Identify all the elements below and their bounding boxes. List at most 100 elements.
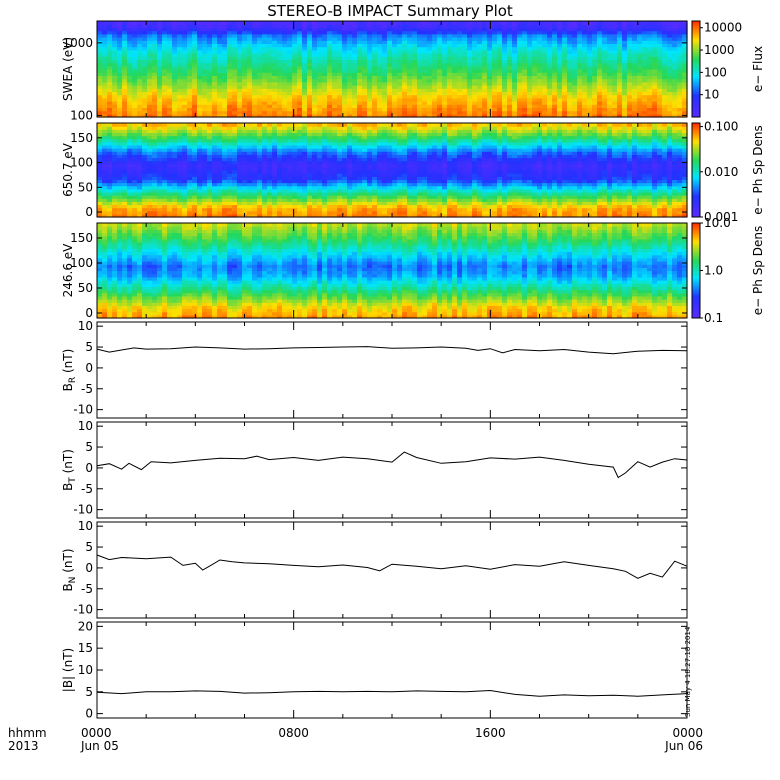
heatmap-cell [677,30,683,35]
heatmap-cell [672,113,678,118]
heatmap-cell [362,113,368,118]
heatmap-cell [277,24,283,28]
heatmap-cell [132,69,138,73]
heatmap-cell [112,40,118,44]
heatmap-cell [652,91,658,96]
heatmap-cell [457,201,463,206]
heatmap-cell [292,43,298,48]
heatmap-cell [612,210,618,215]
heatmap-cell [347,201,353,206]
heatmap-cell [627,210,633,215]
heatmap-cell [462,191,468,196]
heatmap-cell [357,191,363,196]
heatmap-cell [302,182,308,187]
heatmap-cell [252,113,258,118]
heatmap-cell [397,46,403,51]
heatmap-cell [167,69,173,73]
heatmap-cell [127,85,133,89]
heatmap-cell [302,56,308,60]
heatmap-cell [622,210,628,215]
heatmap-cell [427,69,433,73]
heatmap-cell [597,40,603,44]
heatmap-cell [622,78,628,83]
y-axis-label: SWEA (eV) [61,37,75,101]
heatmap-cell [107,104,113,108]
heatmap-cell [682,72,688,76]
heatmap-cell [547,113,553,118]
heatmap-cell [467,46,473,51]
heatmap-cell [562,81,568,86]
heatmap-cell [222,56,228,60]
heatmap-cell [592,201,598,206]
heatmap-cell [152,62,158,67]
heatmap-cell [617,46,623,51]
heatmap-cell [162,43,168,48]
heatmap-cell [592,62,598,67]
heatmap-cell [452,72,458,76]
heatmap-cell [257,195,263,199]
heatmap-cell [622,62,628,67]
heatmap-cell [367,113,373,118]
heatmap-cell [242,56,248,60]
heatmap-cell [607,195,613,199]
heatmap-cell [372,88,378,92]
heatmap-cell [372,97,378,102]
heatmap-cell [532,33,538,38]
heatmap-cell [382,85,388,89]
heatmap-cell [307,198,313,202]
heatmap-cell [237,62,243,67]
heatmap-cell [187,81,193,86]
heatmap-cell [402,207,408,212]
heatmap-cell [172,62,178,67]
heatmap-cell [667,53,673,57]
heatmap-cell [137,33,143,38]
heatmap-cell [377,88,383,92]
heatmap-cell [337,104,343,108]
heatmap-cell [492,85,498,89]
heatmap-cell [277,88,283,92]
heatmap-cell [362,27,368,32]
heatmap-cell [477,204,483,209]
heatmap-cell [622,101,628,105]
heatmap-cell [132,94,138,99]
heatmap-cell [612,207,618,212]
heatmap-cell [382,21,388,25]
heatmap-cell [312,110,318,115]
heatmap-cell [337,101,343,105]
heatmap-cell [327,81,333,86]
heatmap-cell [672,182,678,187]
heatmap-cell [97,27,103,32]
heatmap-cell [467,107,473,112]
heatmap-cell [157,65,163,70]
heatmap-cell [262,81,268,86]
heatmap-cell [612,182,618,187]
heatmap-cell [177,40,183,44]
heatmap-cell [142,191,148,196]
heatmap-cell [352,75,358,80]
heatmap-cell [192,210,198,215]
heatmap-cell [387,40,393,44]
heatmap-cell [387,78,393,83]
heatmap-cell [297,113,303,118]
heatmap-cell [172,72,178,76]
heatmap-cell [657,91,663,96]
heatmap-cell [277,69,283,73]
heatmap-cell [247,49,253,54]
heatmap-cell [422,33,428,38]
heatmap-cell [467,185,473,190]
heatmap-cell [562,179,568,184]
heatmap-cell [222,21,228,25]
heatmap-cell [252,213,258,218]
heatmap-cell [322,97,328,102]
heatmap-cell [297,213,303,218]
heatmap-cell [162,107,168,112]
heatmap-cell [447,182,453,187]
heatmap-cell [282,78,288,83]
heatmap-cell [137,97,143,102]
heatmap-cell [242,207,248,212]
heatmap-cell [642,91,648,96]
heatmap-cell [627,24,633,28]
heatmap-cell [427,85,433,89]
heatmap-cell [502,37,508,41]
heatmap-cell [577,49,583,54]
